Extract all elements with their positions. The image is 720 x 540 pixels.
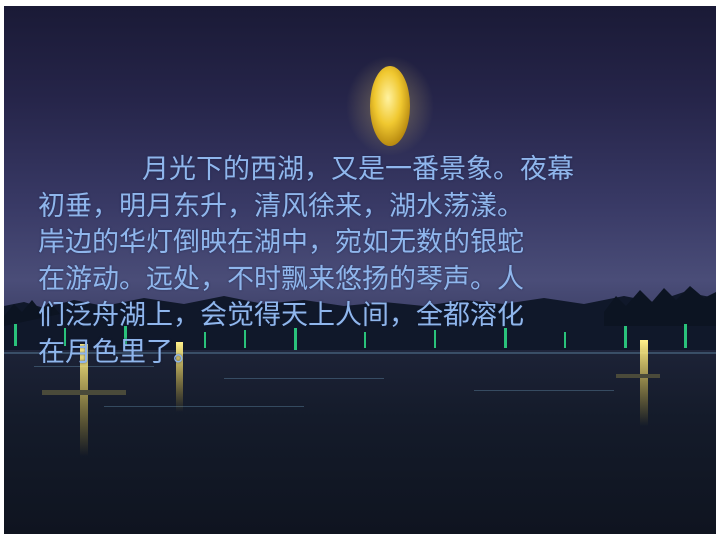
- poem-paragraph: 月光下的西湖，又是一番景象。夜幕 初垂，明月东升，清风徐来，湖水荡漾。 岸边的华…: [38, 152, 698, 371]
- poem-line: 们泛舟湖上，会觉得天上人间，全都溶化: [38, 300, 524, 331]
- lantern-reflection-right: [640, 340, 648, 426]
- west-lake-night-scene: [4, 56, 716, 456]
- poem-line: 初垂，明月东升，清风徐来，湖水荡漾。: [38, 190, 524, 222]
- poem-line: 岸边的华灯倒映在湖中，宛如无数的银蛇: [38, 227, 524, 258]
- poem-line: 在游动。远处，不时飘来悠扬的琴声。人: [38, 263, 524, 295]
- shoreline-silhouette: [4, 292, 716, 350]
- trees-left: [4, 300, 60, 326]
- poem-line: 在月色里了。: [38, 336, 200, 368]
- lantern-reflection-left: [80, 344, 88, 456]
- boat-left: [42, 390, 126, 395]
- water-reflections: [4, 352, 716, 407]
- trees-right: [604, 286, 716, 326]
- slide: 月光下的西湖，又是一番景象。夜幕 初垂，明月东升，清风徐来，湖水荡漾。 岸边的华…: [4, 6, 716, 534]
- poem-line: 月光下的西湖，又是一番景象。夜幕: [142, 154, 574, 185]
- lantern-reflection-middle: [176, 342, 183, 412]
- shore-lights: [14, 324, 687, 350]
- boat-right: [616, 374, 660, 378]
- full-moon: [370, 66, 410, 146]
